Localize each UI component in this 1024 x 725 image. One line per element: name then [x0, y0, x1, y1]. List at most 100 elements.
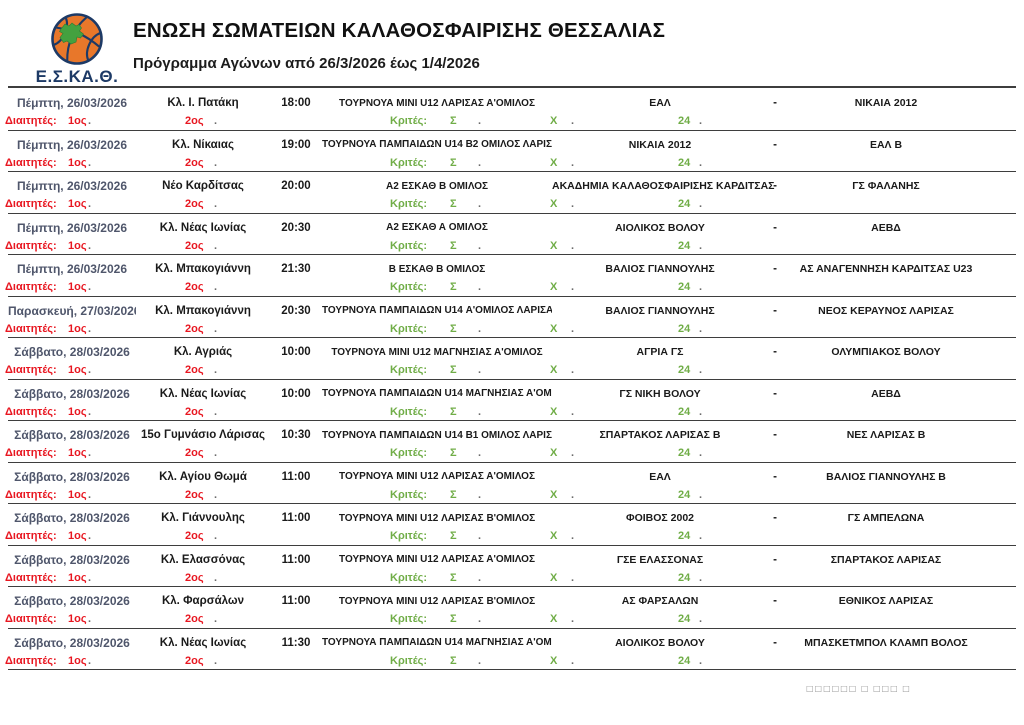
scorer-blank: . — [478, 447, 482, 459]
referee-1-label: 1ος — [68, 488, 87, 501]
referee-2-label: 2ος — [185, 488, 204, 501]
shotclock-label: 24 — [678, 156, 691, 169]
vs-dash: - — [773, 304, 777, 317]
away-team: ΒΑΛΙΟΣ ΓΙΑΝΝΟΥΛΗΣ Β — [826, 470, 946, 483]
game-time: 10:30 — [281, 429, 311, 441]
scorer-label: Σ — [450, 447, 457, 459]
game-venue: Κλ. Νίκαιας — [172, 138, 234, 151]
referees-label: Διαιτητές: — [5, 488, 57, 501]
shotclock-label: 24 — [678, 364, 691, 376]
referee-2-label: 2ος — [185, 281, 204, 293]
officials-row: Διαιτητές: 1ος . 2ος . Κριτές: Σ . Χ . 2… — [5, 530, 1016, 544]
scorer-blank: . — [478, 571, 482, 584]
referees-label: Διαιτητές: — [5, 281, 57, 293]
referee-1-blank: . — [88, 322, 92, 335]
officials-row: Διαιτητές: 1ος . 2ος . Κριτές: Σ . Χ . 2… — [5, 613, 1016, 627]
game-row: Πέμπτη, 26/03/2026 Κλ. Νίκαιας 19:00 ΤΟΥ… — [8, 131, 1016, 157]
game-row: Πέμπτη, 26/03/2026 Κλ. Μπακογιάννη 21:30… — [8, 255, 1016, 281]
vs-dash: - — [773, 221, 777, 234]
scorer-label: Σ — [450, 239, 457, 252]
game-block: Παρασκευή, 27/03/2026 Κλ. Μπακογιάννη 20… — [5, 297, 1016, 338]
home-team: ΑΙΟΛΙΚΟΣ ΒΟΛΟΥ — [615, 221, 705, 234]
away-team: ΣΠΑΡΤΑΚΟΣ ΛΑΡΙΣΑΣ — [830, 553, 942, 566]
game-row: Πέμπτη, 26/03/2026 Νέο Καρδίτσας 20:00 Α… — [8, 172, 1016, 198]
game-time: 11:00 — [281, 595, 311, 607]
referee-2-blank: . — [214, 405, 218, 418]
shotclock-label: 24 — [678, 198, 691, 210]
table-officials-label: Κριτές: — [390, 405, 428, 418]
referee-2-blank: . — [214, 364, 218, 376]
game-league: ΤΟΥΡΝΟΥΑ ΠΑΜΠΑΙΔΩΝ U14 ΜΑΓΝΗΣΙΑΣ Α'ΟΜΙΛΟ… — [322, 637, 552, 648]
home-team: ΓΣΕ ΕΛΑΣΣΟΝΑΣ — [616, 553, 704, 566]
game-time: 20:30 — [281, 304, 311, 317]
game-league: ΤΟΥΡΝΟΥΑ ΜΙΝΙ U12 ΛΑΡΙΣΑΣ Β'ΟΜΙΛΟΣ — [338, 595, 536, 607]
timekeeper-label: Χ — [550, 405, 558, 418]
shotclock-blank: . — [699, 364, 703, 376]
away-team: ΓΣ ΑΜΠΕΛΩΝΑ — [847, 512, 925, 524]
timekeeper-blank: . — [571, 156, 575, 169]
officials-row: Διαιτητές: 1ος . 2ος . Κριτές: Σ . Χ . 2… — [5, 571, 1016, 586]
table-officials-label: Κριτές: — [390, 281, 428, 293]
game-block: Σάββατο, 28/03/2026 Κλ. Αγριάς 10:00 ΤΟΥ… — [5, 338, 1016, 380]
game-date: Σάββατο, 28/03/2026 — [14, 552, 130, 567]
referees-label: Διαιτητές: — [5, 447, 57, 459]
home-team: ΓΣ ΝΙΚΗ ΒΟΛΟΥ — [619, 387, 701, 400]
game-time: 11:30 — [281, 636, 311, 649]
shotclock-label: 24 — [678, 571, 691, 584]
game-time: 18:00 — [281, 97, 311, 109]
shotclock-blank: . — [699, 613, 703, 625]
away-team: ΑΕΒΔ — [871, 387, 901, 400]
referee-1-blank: . — [88, 281, 92, 293]
vs-dash: - — [773, 387, 777, 400]
shotclock-label: 24 — [678, 530, 691, 542]
table-officials-label: Κριτές: — [390, 115, 428, 127]
shotclock-label: 24 — [678, 322, 691, 335]
page-title: ΕΝΩΣΗ ΣΩΜΑΤΕΙΩΝ ΚΑΛΑΘΟΣΦΑΙΡΙΣΗΣ ΘΕΣΣΑΛΙΑ… — [133, 19, 666, 42]
shotclock-blank: . — [699, 654, 703, 667]
referee-1-blank: . — [88, 654, 92, 667]
game-date: Σάββατο, 28/03/2026 — [14, 345, 130, 359]
referee-1-label: 1ος — [68, 654, 87, 667]
game-venue: Κλ. Νέας Ιωνίας — [159, 387, 247, 400]
referees-label: Διαιτητές: — [5, 571, 57, 584]
game-date: Σάββατο, 28/03/2026 — [14, 386, 130, 401]
game-venue: Κλ. Μπακογιάννη — [155, 263, 251, 275]
game-block: Πέμπτη, 26/03/2026 Κλ. Νίκαιας 19:00 ΤΟΥ… — [5, 131, 1016, 172]
table-officials-label: Κριτές: — [390, 530, 428, 542]
timekeeper-blank: . — [571, 530, 575, 542]
game-block: Σάββατο, 28/03/2026 Κλ. Νέας Ιωνίας 10:0… — [5, 380, 1016, 421]
referee-2-blank: . — [214, 530, 218, 542]
scorer-label: Σ — [450, 530, 457, 542]
home-team: ΣΠΑΡΤΑΚΟΣ ΛΑΡΙΣΑΣ Β — [599, 429, 721, 441]
referee-1-blank: . — [88, 530, 92, 542]
game-row: Σάββατο, 28/03/2026 Κλ. Νέας Ιωνίας 11:3… — [8, 629, 1016, 655]
timekeeper-label: Χ — [550, 281, 558, 293]
scorer-label: Σ — [450, 571, 457, 584]
table-officials-label: Κριτές: — [390, 654, 428, 667]
referee-2-label: 2ος — [185, 571, 204, 584]
referee-2-blank: . — [214, 156, 218, 169]
referee-1-blank: . — [88, 405, 92, 418]
table-officials-label: Κριτές: — [390, 322, 428, 335]
scorer-label: Σ — [450, 364, 457, 376]
scorer-blank: . — [478, 405, 482, 418]
referee-1-label: 1ος — [68, 239, 87, 252]
timekeeper-label: Χ — [550, 115, 558, 127]
home-team: ΑΣ ΦΑΡΣΑΛΩΝ — [621, 595, 699, 607]
away-team: ΑΣ ΑΝΑΓΕΝΝΗΣΗ ΚΑΡΔΙΤΣΑΣ U23 — [799, 263, 973, 275]
game-block: Πέμπτη, 26/03/2026 Κλ. Νέας Ιωνίας 20:30… — [5, 214, 1016, 255]
game-block: Πέμπτη, 26/03/2026 Κλ. Ι. Πατάκη 18:00 Τ… — [5, 89, 1016, 131]
game-time: 10:00 — [281, 387, 311, 400]
home-team: ΦΟΙΒΟΣ 2002 — [625, 512, 695, 524]
referee-1-blank: . — [88, 156, 92, 169]
home-team: ΕΑΛ — [649, 470, 671, 483]
game-league: ΤΟΥΡΝΟΥΑ ΜΙΝΙ U12 ΜΑΓΝΗΣΙΑΣ Α'ΟΜΙΛΟΣ — [331, 346, 543, 358]
scorer-blank: . — [478, 156, 482, 169]
game-venue: Κλ. Μπακογιάννη — [155, 304, 251, 317]
game-date: Σάββατο, 28/03/2026 — [14, 594, 130, 608]
game-date: Πέμπτη, 26/03/2026 — [16, 96, 128, 110]
schedule-table: Πέμπτη, 26/03/2026 Κλ. Ι. Πατάκη 18:00 Τ… — [5, 89, 1016, 670]
referee-1-blank: . — [88, 364, 92, 376]
timekeeper-label: Χ — [550, 571, 558, 584]
officials-row: Διαιτητές: 1ος . 2ος . Κριτές: Σ . Χ . 2… — [5, 405, 1016, 420]
